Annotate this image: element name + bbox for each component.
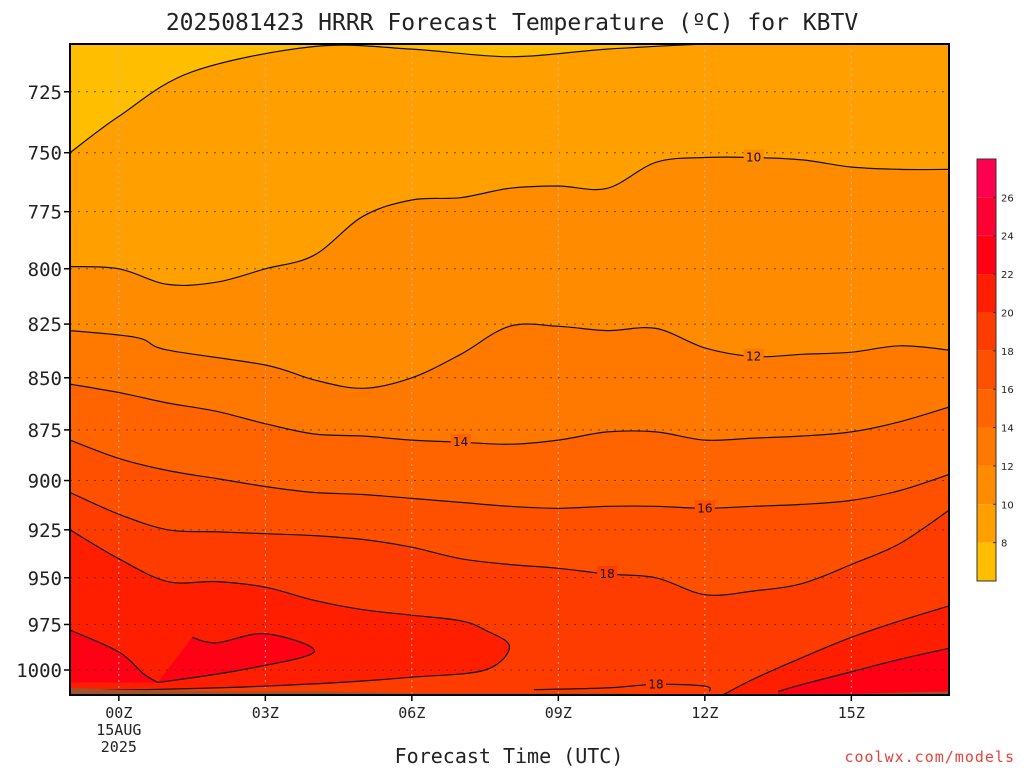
- contour-label-bg-18: [646, 676, 666, 692]
- chart-title: 2025081423 HRRR Forecast Temperature (ºC…: [166, 10, 859, 36]
- contour-line-10: [70, 156, 949, 287]
- colorbar-segment: [977, 235, 996, 275]
- x-tick-year: 2025: [101, 738, 137, 756]
- contour-line-8: [70, 44, 705, 154]
- colorbar-tick-label-26: 26: [1001, 193, 1014, 204]
- colorbar-segment: [977, 197, 996, 236]
- colorbar-segment: [977, 274, 996, 313]
- contour-line-12: [70, 323, 949, 389]
- contour-line-22: [157, 633, 315, 684]
- colorbar-tick-label-18: 18: [1001, 347, 1014, 358]
- contour-line-16: [70, 439, 949, 509]
- credit-text: coolwx.com/models: [844, 748, 1015, 766]
- x-tick-date: 15AUG: [96, 721, 141, 739]
- x-tick-label-15Z: 15Z: [838, 704, 865, 722]
- colorbar-tick-label-10: 10: [1001, 500, 1014, 511]
- colorbar: 8 10 12 14 16 18 20 22 24 26: [976, 158, 1014, 582]
- contour-line-22: [70, 629, 159, 684]
- contour-line-14: [70, 383, 949, 445]
- y-tick-label-925: 925: [28, 520, 62, 542]
- colorbar-segment: [977, 389, 996, 428]
- contour-label-16: 16: [697, 501, 712, 515]
- contour-labels: 10 12 14 16 18 18: [450, 149, 764, 692]
- band-above-22: [70, 630, 158, 683]
- y-tick-label-850: 850: [28, 368, 62, 390]
- contour-label-bg-12: [743, 348, 764, 364]
- colorbar-tick-label-8: 8: [1001, 539, 1007, 550]
- colorbar-tick-label-22: 22: [1001, 270, 1014, 281]
- x-tick-label-03Z: 03Z: [252, 704, 279, 722]
- contour-lines: [70, 44, 949, 695]
- y-tick-label-875: 875: [28, 420, 62, 442]
- y-tick-label-825: 825: [28, 314, 62, 336]
- colorbar-segment: [977, 504, 996, 543]
- colorbar-tick-label-12: 12: [1001, 462, 1014, 473]
- y-tick-label-900: 900: [28, 471, 62, 493]
- colorbar-tick-label-16: 16: [1001, 385, 1014, 396]
- x-tick-label-12Z: 12Z: [691, 704, 718, 722]
- colorbar-tick-label-24: 24: [1001, 232, 1014, 243]
- y-tick-label-750: 750: [28, 143, 62, 165]
- contour-label-18: 18: [648, 677, 663, 691]
- y-tick-label-975: 975: [28, 614, 62, 636]
- y-tick-label-950: 950: [28, 568, 62, 590]
- contour-label-18: 18: [600, 567, 615, 581]
- y-axis-ticks: 725 750 775 800 825 850 875 900 925 950 975 1000: [16, 82, 70, 682]
- colorbar-segment: [977, 465, 996, 505]
- plot-area: [70, 44, 949, 695]
- contour-label-12: 12: [746, 349, 761, 363]
- x-tick-label-06Z: 06Z: [398, 704, 425, 722]
- y-tick-label-800: 800: [28, 259, 62, 281]
- temperature-fill: [70, 44, 949, 695]
- contour-line-20: [70, 529, 511, 691]
- colorbar-segment: [977, 350, 996, 390]
- y-tick-label-775: 775: [28, 202, 62, 224]
- x-axis-label: Forecast Time (UTC): [395, 744, 624, 768]
- contour-line-18: [70, 491, 949, 596]
- y-tick-label-725: 725: [28, 82, 62, 104]
- colorbar-tick-label-20: 20: [1001, 308, 1014, 319]
- x-tick-label-09Z: 09Z: [545, 704, 572, 722]
- band-above-22: [778, 648, 949, 695]
- ground-surface: [70, 687, 949, 695]
- x-tick-label-00Z: 00Z: [105, 704, 132, 722]
- y-tick-label-1000: 1000: [16, 660, 62, 682]
- contour-label-bg-14: [450, 434, 471, 450]
- grid-lines: [70, 44, 949, 695]
- contour-label-10: 10: [746, 150, 761, 164]
- contour-label-bg-18: [597, 565, 618, 581]
- plot-frame: [69, 43, 950, 696]
- colorbar-frame: [976, 158, 997, 582]
- colorbar-tick-label-14: 14: [1001, 424, 1014, 435]
- contour-line-20: [721, 605, 949, 695]
- contour-label-bg-16: [694, 500, 715, 516]
- band-above-22: [157, 633, 315, 683]
- contour-label-14: 14: [453, 435, 468, 449]
- contour-line-22: [777, 647, 949, 692]
- colorbar-segment: [977, 159, 996, 198]
- colorbar-segment: [977, 542, 996, 581]
- colorbar-segment: [977, 312, 996, 351]
- colorbar-segment: [977, 427, 996, 466]
- contour-label-bg-10: [743, 149, 764, 165]
